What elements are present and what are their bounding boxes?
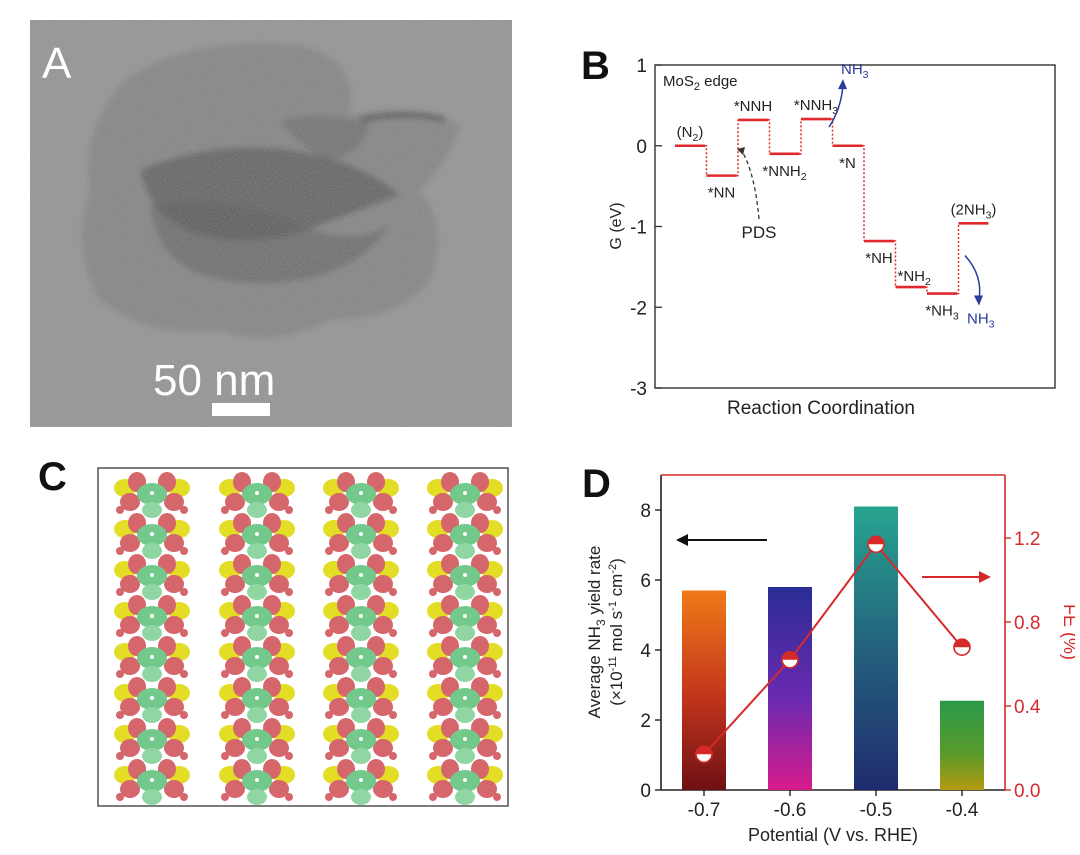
- step-label: *NN: [708, 185, 736, 202]
- fe-marker-fill: [954, 639, 970, 648]
- step-connector: [736, 119, 739, 177]
- scale-bar-label: 50 nm: [153, 356, 275, 405]
- tem-micrograph: A 50 nm: [30, 20, 512, 427]
- charge-density-lobes: [114, 472, 503, 805]
- left-y-axis-label-line1: Average NH3 yield rate: [585, 546, 608, 719]
- y-tick-label: 0: [636, 137, 647, 158]
- panel-d-yield-chart: D 0 2 4 6 8 0.0 0.4 0.8 1.2 -0.7 -0.6 -0.5 -0.4 Po…: [570, 445, 1075, 850]
- y-tick-label: -2: [630, 298, 647, 319]
- x-tick-label: -0.7: [688, 800, 721, 821]
- pds-arrow: [742, 152, 760, 220]
- right-axis-arrowhead: [979, 571, 991, 583]
- product-arrow: [964, 255, 981, 300]
- mos2-edge-annotation: MoS2 edge: [663, 73, 738, 93]
- product-arrowhead: [974, 295, 983, 306]
- left-y-tick-label: 2: [640, 711, 651, 732]
- step-connector: [862, 145, 865, 242]
- panel-d-letter: D: [582, 462, 611, 506]
- step-label: *N: [839, 155, 856, 172]
- panel-c-charge-density: C: [30, 440, 520, 840]
- step-connector: [831, 118, 834, 146]
- x-axis-label: Reaction Coordination: [727, 398, 915, 419]
- panel-b-letter: B: [581, 44, 610, 88]
- energy-diagram-chart: B MoS2 edge 10-1-2-3 (N2)*NN*NNH*NNH2*NN…: [581, 44, 1056, 419]
- left-y-tick-label: 6: [640, 571, 651, 592]
- step-label: *NNH: [734, 98, 772, 115]
- y-axis-label: G (eV): [608, 202, 625, 249]
- step-connector: [957, 223, 960, 295]
- fe-marker-fill: [782, 651, 798, 660]
- fe-line: [703, 542, 963, 755]
- step-label: (2NH3): [951, 201, 997, 221]
- pds-arrowhead: [737, 147, 745, 155]
- yield-bar: [854, 506, 898, 790]
- right-y-tick-label: 1.2: [1014, 529, 1040, 550]
- yield-bar: [940, 700, 984, 790]
- step-label: *NH2: [898, 268, 932, 288]
- step-connector: [705, 145, 708, 176]
- step-label: *NH: [865, 250, 893, 267]
- right-y-axis-label: FE (%): [1060, 604, 1075, 660]
- panel-c-letter: C: [38, 455, 67, 499]
- y-tick-label: 1: [636, 56, 647, 77]
- left-y-axis-label-line2: (×10-11 mol s-1 cm-2): [607, 558, 626, 706]
- x-tick-label: -0.4: [946, 800, 979, 821]
- right-y-tick-label: 0.8: [1014, 613, 1040, 634]
- yield-fe-chart: D 0 2 4 6 8 0.0 0.4 0.8 1.2 -0.7 -0.6 -0.5 -0.4 Po…: [582, 462, 1075, 845]
- right-y-tick-label: 0.4: [1014, 697, 1041, 718]
- scale-bar: [212, 403, 270, 416]
- plot-frame: [654, 64, 1056, 389]
- step-connector: [768, 119, 771, 154]
- step-connector: [894, 240, 897, 288]
- step-connector: [799, 119, 802, 155]
- right-y-tick-label: 0.0: [1014, 781, 1040, 802]
- charge-density-image: C: [38, 455, 509, 807]
- fe-marker-fill: [868, 536, 884, 545]
- left-axis-arrowhead: [676, 534, 688, 546]
- yield-bar: [768, 587, 812, 790]
- step-label: *NH3: [925, 303, 959, 323]
- panel-a-letter: A: [42, 39, 72, 88]
- fe-marker-fill: [696, 746, 712, 755]
- left-y-tick-label: 8: [640, 501, 651, 522]
- panel-a-tem-image: A 50 nm: [30, 20, 512, 427]
- step-connector: [925, 286, 928, 294]
- panel-b-energy-diagram: B MoS2 edge 1 0 -1 -2 -3 (N2) *NN *NNH *NNH2 *NN…: [575, 25, 1075, 425]
- y-tick-label: -1: [630, 218, 647, 239]
- y-tick-label: -3: [630, 379, 647, 400]
- left-y-tick-label: 4: [640, 641, 651, 662]
- product-label: NH3: [967, 311, 995, 331]
- step-label: *NNH2: [762, 163, 806, 183]
- step-label: *NNH3: [794, 97, 838, 117]
- x-tick-label: -0.6: [774, 800, 807, 821]
- left-y-tick-label: 0: [640, 781, 651, 802]
- x-tick-label: -0.5: [860, 800, 893, 821]
- x-axis-label: Potential (V vs. RHE): [748, 825, 918, 845]
- product-arrowhead: [838, 79, 847, 90]
- step-label: (N2): [677, 124, 704, 144]
- product-label: NH3: [841, 61, 869, 81]
- pds-label: PDS: [742, 223, 777, 242]
